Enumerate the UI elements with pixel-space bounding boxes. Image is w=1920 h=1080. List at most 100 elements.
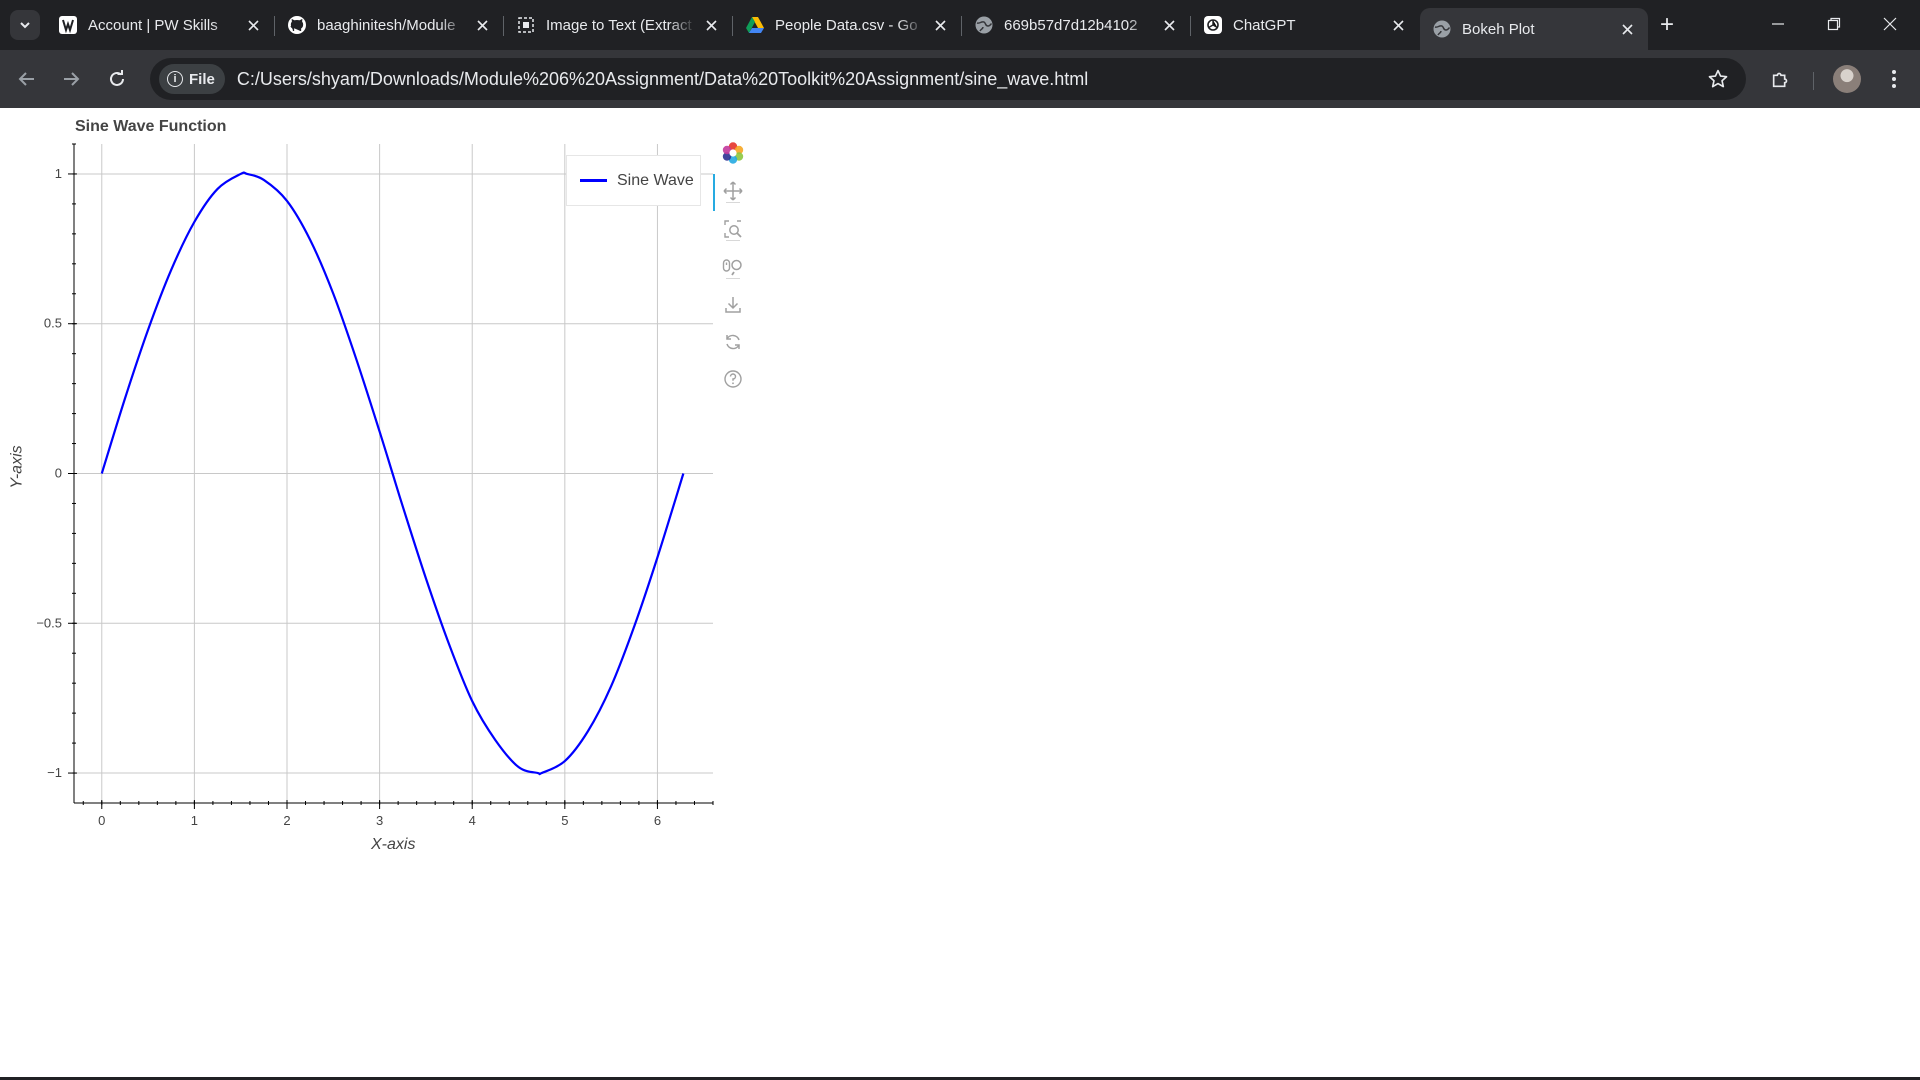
- tab-close-button[interactable]: [1387, 14, 1409, 36]
- browser-tab[interactable]: Bokeh Plot: [1420, 8, 1648, 50]
- box-zoom-tool[interactable]: [716, 214, 750, 244]
- tab-search-button[interactable]: [10, 10, 40, 40]
- tab-close-button[interactable]: [929, 14, 951, 36]
- x-axis-label: X-axis: [371, 836, 416, 853]
- chart-legend[interactable]: Sine Wave: [566, 155, 701, 206]
- arrow-right-icon: [64, 72, 80, 86]
- tab-close-button[interactable]: [242, 14, 264, 36]
- browser-tab-strip: Account | PW Skills baaghinitesh/Module Im…: [0, 0, 1920, 50]
- restore-icon: [1827, 17, 1841, 31]
- y-tick-label: 0: [55, 466, 62, 481]
- site-info-chip[interactable]: i File: [159, 64, 225, 94]
- y-tick-label: −0.5: [36, 615, 62, 630]
- close-icon: [247, 19, 259, 31]
- legend-label-sine-wave: Sine Wave: [617, 171, 694, 189]
- help-tool[interactable]: [716, 364, 750, 394]
- google-drive-icon: [745, 15, 765, 35]
- close-icon: [934, 19, 946, 31]
- y-tick-label: −1: [47, 765, 62, 780]
- tab-close-button[interactable]: [1158, 14, 1180, 36]
- y-axis-label: Y-axis: [8, 445, 26, 489]
- browser-tab[interactable]: Account | PW Skills: [46, 8, 274, 42]
- browser-tab[interactable]: Image to Text (Extract: [504, 8, 732, 42]
- minimize-icon: [1772, 23, 1784, 25]
- wheel-zoom-icon: [722, 259, 742, 276]
- page-content: Sine Wave Function 0 1 2 3 4 5 6 1 0.5 0 −0.5 −1 Y-…: [0, 108, 1920, 1076]
- reload-button[interactable]: [102, 64, 132, 94]
- y-tick-label: 1: [55, 166, 62, 181]
- extensions-button[interactable]: [1765, 63, 1797, 95]
- reset-tool[interactable]: [716, 327, 750, 357]
- sine-plot[interactable]: 0 1 2 3 4 5 6 1 0.5 0 −0.5 −1: [0, 108, 760, 868]
- star-icon: [1708, 69, 1728, 88]
- restore-button[interactable]: [1806, 0, 1862, 48]
- window-bottom-edge: [0, 1077, 1920, 1080]
- address-bar[interactable]: i File C:/Users/shyam/Downloads/Module%2…: [150, 58, 1746, 100]
- tab-close-button[interactable]: [471, 14, 493, 36]
- site-info-label: File: [189, 70, 215, 88]
- tab-title: People Data.csv - Go: [775, 16, 918, 34]
- y-tick-label: 0.5: [44, 316, 62, 331]
- download-icon: [725, 297, 741, 313]
- reload-icon: [110, 70, 124, 86]
- back-button[interactable]: [12, 64, 42, 94]
- forward-button[interactable]: [56, 64, 86, 94]
- plot-title: Sine Wave Function: [75, 118, 227, 135]
- tab-title: baaghinitesh/Module: [317, 16, 456, 34]
- browser-tab[interactable]: People Data.csv - Go: [733, 8, 961, 42]
- tab-close-button[interactable]: [1616, 18, 1638, 40]
- globe-icon: [974, 15, 994, 35]
- browser-tab[interactable]: ChatGPT: [1191, 8, 1419, 42]
- tab-title: 669b57d7d12b4102: [1004, 16, 1138, 34]
- close-icon: [1621, 23, 1633, 35]
- chatgpt-icon: [1203, 15, 1223, 35]
- profile-avatar[interactable]: [1833, 65, 1861, 93]
- tab-close-button[interactable]: [700, 14, 722, 36]
- close-icon: [1392, 19, 1404, 31]
- browser-tab[interactable]: baaghinitesh/Module: [275, 8, 503, 42]
- tool-separator: [726, 240, 740, 241]
- x-tick-label: 6: [654, 813, 661, 828]
- tool-separator: [726, 202, 740, 203]
- pan-tool[interactable]: [716, 176, 750, 206]
- bokeh-logo-icon: [722, 142, 744, 164]
- chevron-down-icon: [20, 22, 30, 29]
- x-tick-label: 2: [283, 813, 290, 828]
- browser-menu-button[interactable]: [1878, 63, 1910, 95]
- tab-title: Image to Text (Extract: [546, 16, 692, 34]
- wheel-zoom-tool[interactable]: [716, 252, 750, 282]
- pw-skills-icon: [58, 15, 78, 35]
- globe-icon: [1432, 19, 1452, 39]
- close-window-button[interactable]: [1862, 0, 1918, 48]
- new-tab-button[interactable]: +: [1659, 11, 1674, 38]
- more-vert-icon: [1892, 70, 1896, 88]
- tab-title: Account | PW Skills: [88, 16, 218, 34]
- toolbar-divider: [1813, 72, 1814, 90]
- tool-separator: [726, 278, 740, 279]
- browser-tab[interactable]: 669b57d7d12b4102: [962, 8, 1190, 42]
- box-zoom-icon: [724, 220, 742, 238]
- bokeh-logo[interactable]: [716, 138, 750, 168]
- x-tick-label: 0: [98, 813, 105, 828]
- tab-separator: [503, 16, 504, 36]
- bookmark-star-button[interactable]: [1706, 67, 1730, 91]
- address-url[interactable]: C:/Users/shyam/Downloads/Module%206%20As…: [236, 68, 1089, 89]
- legend-swatch-sine-wave: [580, 179, 607, 182]
- tab-separator: [274, 16, 275, 36]
- browser-toolbar: i File C:/Users/shyam/Downloads/Module%2…: [0, 50, 1920, 108]
- help-icon: [724, 370, 742, 388]
- series-line-sine-wave: [100, 171, 685, 776]
- x-tick-label: 5: [561, 813, 568, 828]
- puzzle-icon: [1772, 72, 1788, 88]
- tab-separator: [1190, 16, 1191, 36]
- tab-separator: [961, 16, 962, 36]
- tab-separator: [732, 16, 733, 36]
- save-tool[interactable]: [716, 290, 750, 320]
- pan-icon: [723, 181, 743, 201]
- image-to-text-icon: [516, 15, 536, 35]
- active-tool-indicator: [713, 174, 715, 211]
- tab-title: Bokeh Plot: [1462, 20, 1535, 38]
- x-tick-label: 1: [191, 813, 198, 828]
- minimize-button[interactable]: [1750, 0, 1806, 48]
- x-tick-label: 3: [376, 813, 383, 828]
